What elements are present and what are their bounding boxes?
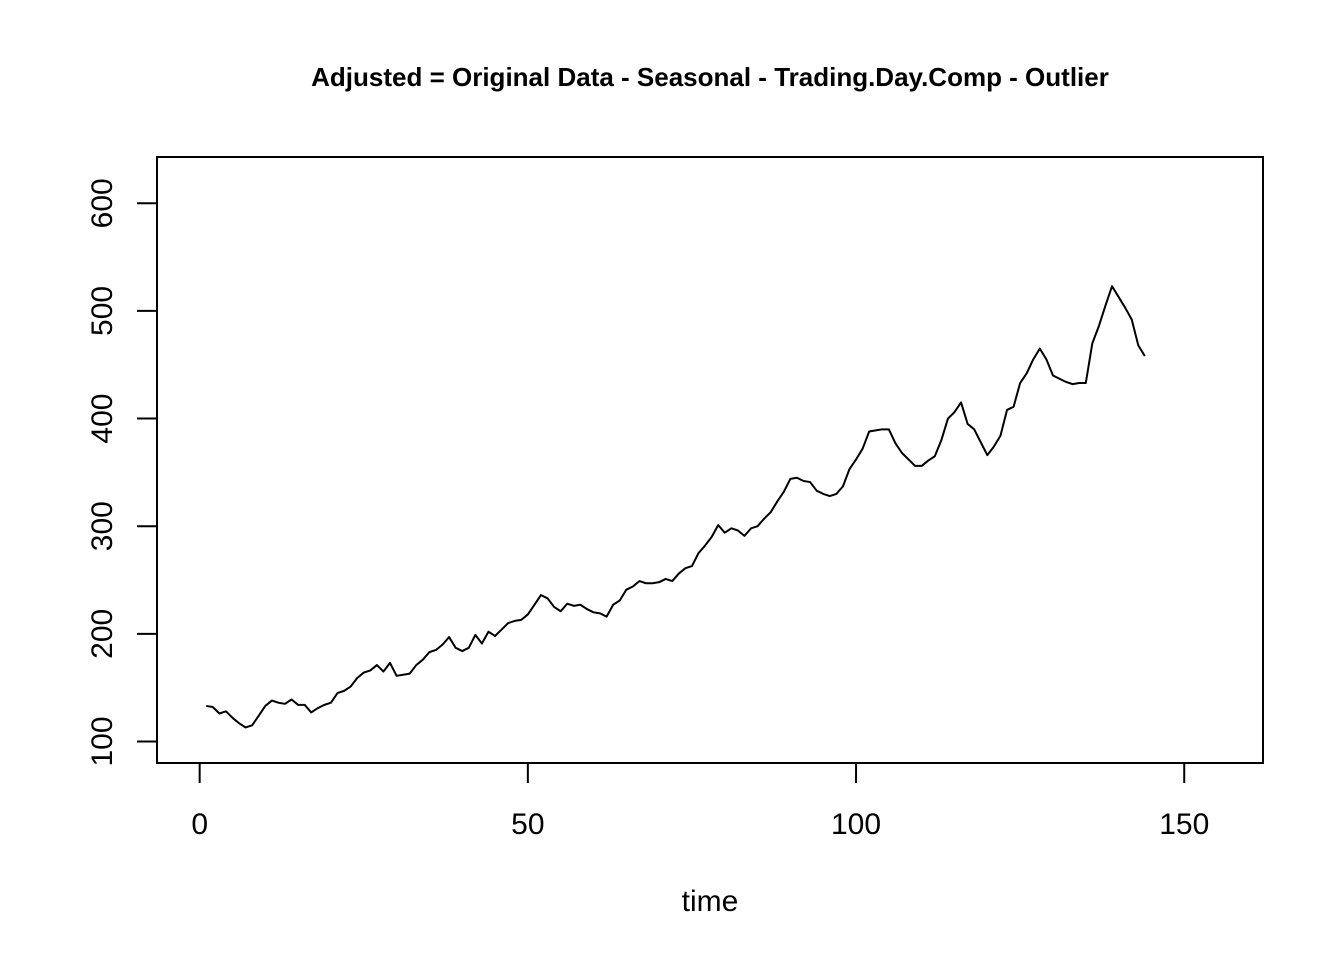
y-tick-label: 300 [86,501,119,551]
x-tick-label: 0 [191,808,208,841]
y-tick-label: 100 [86,716,119,766]
y-tick-label: 500 [86,286,119,336]
y-tick-label: 600 [86,178,119,228]
y-tick-label: 200 [86,609,119,659]
x-tick-label: 50 [511,808,544,841]
plot-frame [156,156,1264,764]
x-tick-label: 100 [831,808,881,841]
x-axis: 0 50 100 150 [191,762,1209,841]
series-line [206,285,1146,729]
y-axis: 100 200 300 400 500 600 [86,178,158,767]
chart-title: Adjusted = Original Data - Seasonal - Tr… [311,62,1109,92]
x-tick-label: 150 [1159,808,1209,841]
x-axis-title: time [682,885,739,918]
y-tick-label: 400 [86,394,119,444]
